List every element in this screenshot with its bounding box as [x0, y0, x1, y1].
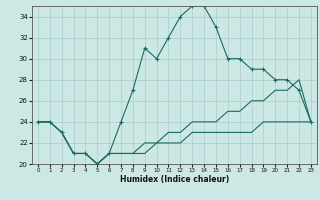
X-axis label: Humidex (Indice chaleur): Humidex (Indice chaleur): [120, 175, 229, 184]
